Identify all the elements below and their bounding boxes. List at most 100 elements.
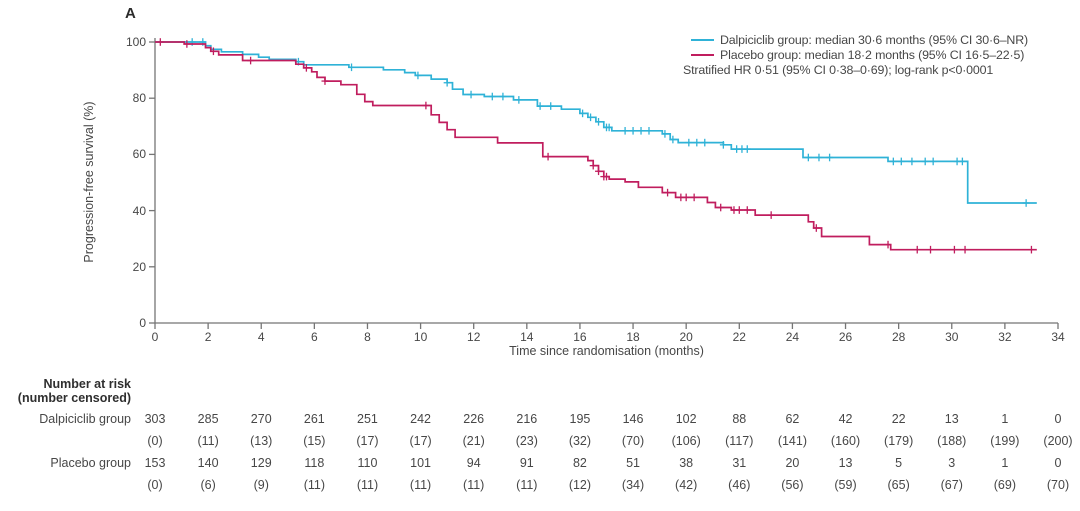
- risk-censored: (17): [409, 434, 432, 448]
- panel-label: A: [125, 5, 136, 22]
- risk-censored: (65): [887, 478, 910, 492]
- y-tick-label: 80: [132, 91, 146, 106]
- risk-count: 195: [569, 412, 591, 426]
- risk-count: 82: [572, 456, 587, 470]
- y-tick-label: 20: [132, 259, 146, 274]
- risk-censored: (11): [303, 478, 325, 492]
- risk-censored: (11): [516, 478, 538, 492]
- risk-count: 88: [732, 412, 747, 426]
- dalpiciclib-line-swatch: [691, 38, 714, 41]
- y-tick-label: 0: [139, 316, 146, 330]
- risk-censored: (70): [621, 434, 645, 448]
- risk-censored: (200): [1043, 434, 1073, 448]
- risk-censored: (188): [937, 434, 967, 448]
- x-tick-label: 6: [311, 330, 318, 344]
- risk-count: 51: [626, 456, 640, 470]
- risk-table-header-line1: Number at risk: [43, 377, 131, 391]
- risk-censored: (17): [356, 434, 379, 448]
- risk-censored: (46): [728, 478, 751, 492]
- risk-count: 102: [675, 412, 697, 426]
- risk-censored: (32): [568, 434, 592, 448]
- risk-censored: (59): [834, 478, 857, 492]
- risk-censored: (12): [568, 478, 592, 492]
- x-tick-label: 16: [573, 330, 587, 344]
- risk-censored: (11): [409, 478, 432, 492]
- x-tick-label: 4: [257, 330, 265, 344]
- risk-count: 1: [1001, 456, 1009, 470]
- km-plot: [149, 38, 1059, 329]
- risk-count: 91: [519, 456, 534, 470]
- risk-censored: (179): [884, 434, 914, 448]
- risk-count: 110: [357, 456, 378, 470]
- risk-count: 31: [732, 456, 747, 470]
- risk-count: 38: [679, 456, 694, 470]
- risk-censored: (11): [197, 434, 219, 448]
- risk-count: 216: [516, 412, 538, 426]
- km-curve-dalpiciclib: [155, 41, 1037, 204]
- risk-censored: (199): [990, 434, 1020, 448]
- risk-count: 140: [197, 456, 219, 470]
- risk-censored: (15): [303, 434, 326, 448]
- risk-censored: (0): [147, 434, 163, 448]
- x-tick-label: 10: [413, 330, 428, 344]
- y-tick-label: 100: [125, 35, 146, 49]
- legend: Dalpiciclib group: median 30·6 months (9…: [683, 32, 1028, 79]
- risk-count: 101: [410, 456, 431, 470]
- risk-censored: (69): [993, 478, 1016, 492]
- x-tick-label: 24: [785, 330, 800, 344]
- x-tick-label: 22: [732, 330, 746, 344]
- risk-censored: (70): [1046, 478, 1070, 492]
- risk-count: 0: [1054, 412, 1062, 426]
- risk-table-header-line2: (number censored): [17, 391, 131, 405]
- legend-label-placebo: Placebo group: median 18·2 months (95% C…: [720, 48, 1025, 63]
- risk-count: 153: [144, 456, 166, 470]
- risk-count: 226: [463, 412, 485, 426]
- risk-count: 62: [785, 412, 800, 426]
- legend-item-placebo: Placebo group: median 18·2 months (95% C…: [691, 48, 1028, 64]
- risk-count: 1: [1001, 412, 1009, 426]
- placebo-line-swatch: [691, 54, 714, 57]
- x-tick-label: 0: [151, 330, 159, 344]
- risk-count: 13: [838, 456, 853, 470]
- risk-count: 20: [785, 456, 800, 470]
- risk-censored: (11): [463, 478, 485, 492]
- risk-count: 13: [944, 412, 959, 426]
- risk-count: 42: [838, 412, 853, 426]
- x-tick-label: 30: [945, 330, 959, 344]
- risk-censored: (13): [250, 434, 273, 448]
- risk-row-label: Dalpiciclib group: [39, 412, 131, 426]
- risk-count: 129: [250, 456, 272, 470]
- risk-censored: (56): [781, 478, 804, 492]
- legend-label-dalpiciclib: Dalpiciclib group: median 30·6 months (9…: [720, 32, 1029, 47]
- x-axis-label: Time since randomisation (months): [509, 344, 704, 358]
- x-tick-label: 20: [679, 330, 693, 344]
- risk-censored: (11): [356, 478, 379, 492]
- risk-count: 146: [622, 412, 644, 426]
- risk-censored: (9): [253, 478, 269, 492]
- x-tick-label: 12: [467, 330, 481, 344]
- x-tick-label: 2: [204, 330, 212, 344]
- x-tick-label: 18: [626, 330, 640, 344]
- risk-count: 3: [948, 456, 956, 470]
- risk-censored: (67): [940, 478, 963, 492]
- risk-count: 270: [250, 412, 272, 426]
- legend-item-dalpiciclib: Dalpiciclib group: median 30·6 months (9…: [691, 32, 1028, 48]
- x-tick-label: 32: [998, 330, 1012, 344]
- x-tick-label: 14: [520, 330, 534, 344]
- risk-row-label: Placebo group: [50, 456, 131, 470]
- risk-count: 5: [895, 456, 903, 470]
- risk-censored: (21): [462, 434, 485, 448]
- risk-count: 22: [891, 412, 906, 426]
- risk-censored: (117): [725, 434, 754, 448]
- risk-count: 285: [197, 412, 219, 426]
- y-tick-label: 40: [132, 203, 146, 218]
- x-tick-label: 26: [838, 330, 853, 344]
- x-tick-label: 28: [891, 330, 906, 344]
- risk-count: 303: [144, 412, 166, 426]
- risk-censored: (106): [671, 434, 701, 448]
- risk-count: 94: [466, 456, 481, 470]
- risk-count: 242: [410, 412, 431, 426]
- x-tick-label: 8: [364, 330, 371, 344]
- risk-censored: (42): [675, 478, 698, 492]
